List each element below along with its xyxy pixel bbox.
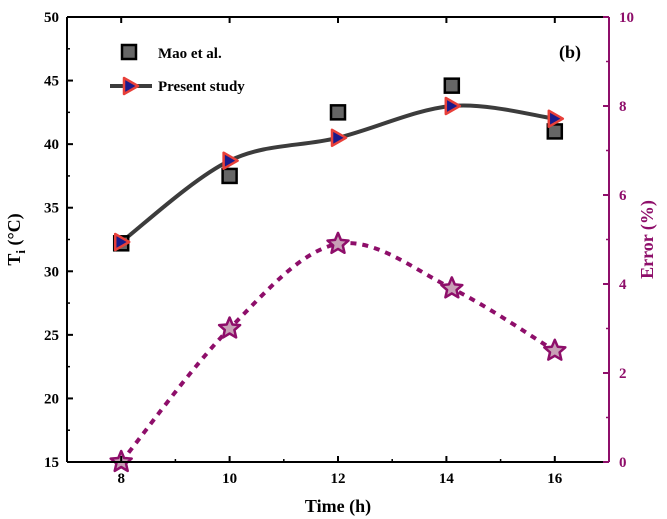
- y-left-tick-label: 50: [44, 10, 59, 26]
- y-left-axis-title-unit: (°C): [4, 213, 25, 250]
- y-left-tick-label: 45: [44, 74, 59, 90]
- plot-layer: [109, 77, 567, 473]
- legend-label-present: Present study: [158, 79, 245, 95]
- y-right-tick-label: 2: [619, 366, 627, 382]
- y-right-tick-label: 8: [619, 99, 627, 115]
- y-left-tick-label: 20: [44, 391, 59, 407]
- present-triangle-marker-0: [113, 232, 131, 252]
- y-left-axis-title-subscript: i: [13, 250, 28, 254]
- present-triangle-marker-4: [547, 109, 565, 128]
- error-series-line: [119, 241, 556, 464]
- panel-label: (b): [559, 42, 581, 63]
- x-tick-label: 12: [331, 471, 346, 487]
- y-right-axis-title: Error (%): [637, 200, 658, 279]
- y-left-tick-label: 15: [44, 455, 59, 471]
- y-left-tick-label: 25: [44, 328, 59, 344]
- error-star-marker-3: [440, 276, 464, 299]
- legend-triangle-marker: [122, 76, 140, 96]
- y-left-tick-label: 35: [44, 201, 59, 217]
- x-tick-label: 16: [547, 471, 563, 487]
- error-star-marker-4: [543, 338, 567, 361]
- y-right-tick-label: 10: [619, 10, 634, 26]
- legend: Mao et al. Present study: [110, 43, 245, 96]
- y-right-tick-label: 0: [619, 455, 627, 471]
- legend-label-mao: Mao et al.: [158, 46, 222, 62]
- mao-square-marker-2: [329, 104, 347, 121]
- present-triangle-marker-2: [330, 128, 348, 148]
- error-star-marker-1: [217, 316, 242, 339]
- error-star-marker-2: [326, 231, 350, 255]
- mao-square-marker-1: [221, 167, 238, 185]
- present-triangle-marker-1: [222, 151, 239, 170]
- y-left-tick-label: 30: [44, 264, 59, 280]
- mao-square-marker-3: [443, 77, 461, 94]
- y-right-tick-label: 4: [619, 277, 627, 293]
- y-left-tick-label: 40: [44, 137, 59, 153]
- x-tick-label: 10: [222, 471, 237, 487]
- y-left-axis-title-main: T: [4, 254, 24, 266]
- legend-square-marker: [120, 43, 138, 61]
- x-tick-label: 8: [117, 471, 125, 487]
- x-tick-label: 14: [439, 471, 455, 487]
- y-left-axis-title: Ti (°C): [4, 213, 28, 265]
- present-triangle-marker-3: [444, 96, 462, 116]
- y-right-tick-label: 6: [619, 188, 627, 204]
- x-axis-title: Time (h): [305, 496, 371, 517]
- axis-layer: 8 10 12 14 16 15 20 25 30 35 40 45 50 0 2 4 6 8 10 Time (h)…: [4, 10, 658, 517]
